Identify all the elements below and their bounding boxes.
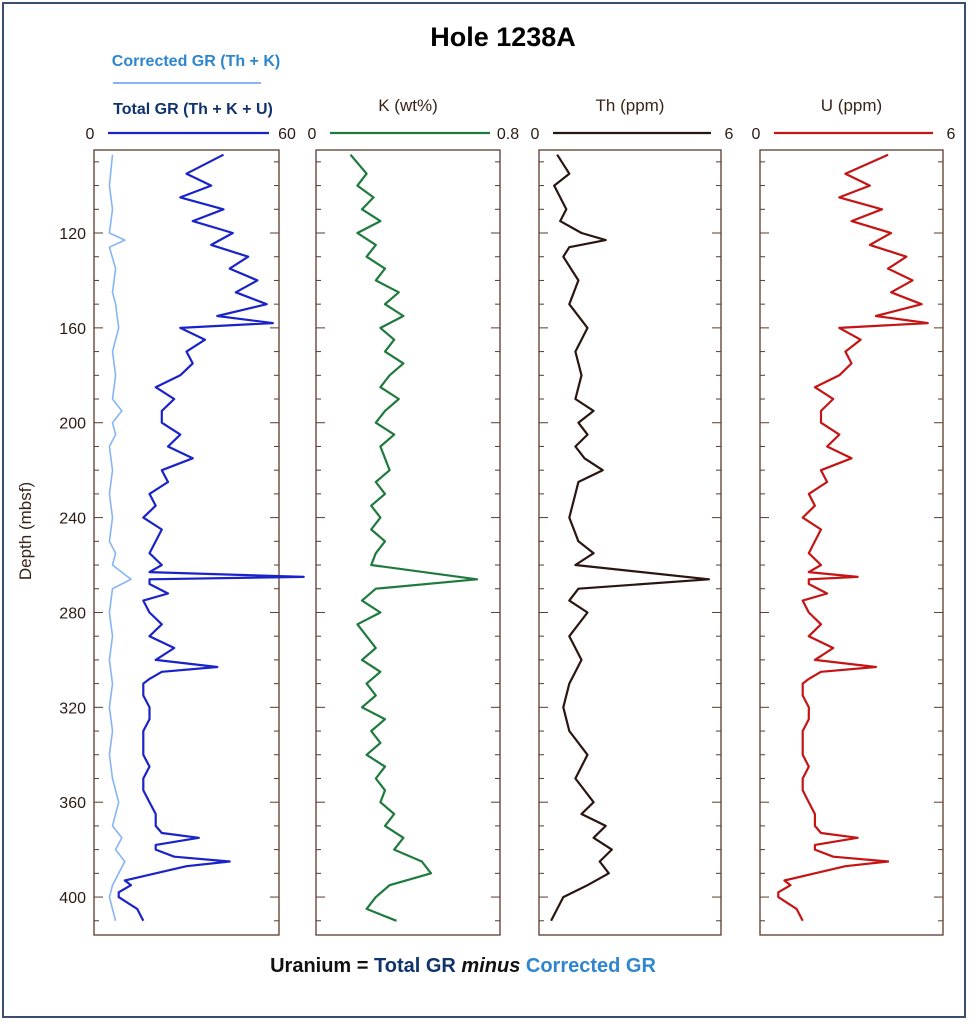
track-4: U (ppm) 0 6 [752,96,956,936]
scale-min-label: 0 [752,126,761,143]
scale-min-label: 0 [86,126,95,143]
y-tick-label: 400 [59,890,86,907]
scale-min-label: 0 [531,126,540,143]
footer-total-gr: Total GR [374,955,461,977]
track-frame [538,149,722,936]
y-tick-label: 200 [59,416,86,433]
series-line-total-gr-th-k-u [117,153,305,922]
scale-max-label: 6 [947,126,956,143]
series-line-corrected-gr-th-k [108,154,132,922]
series-line-th-ppm [550,154,711,922]
legend-total-gr: Total GR (Th + K + U) [113,101,273,118]
chart-title: Hole 1238A [430,22,576,52]
track-2: K (wt%) 0 0.8 [308,96,519,936]
footer-uranium: Uranium = [270,955,374,977]
y-tick-label: 160 [59,321,86,338]
legend-corrected-gr: Corrected GR (Th + K) [112,53,280,70]
footer-minus: minus [461,955,525,977]
y-tick-label: 360 [59,795,86,812]
y-axis-label: Depth (mbsf) [16,482,35,580]
series-line-u-ppm [777,153,929,922]
track-frame [93,149,280,936]
footer-equation: Uranium = Total GR minus Corrected GR [270,955,656,977]
footer-corrected-gr: Corrected GR [526,955,657,977]
track-1: 0 60 [86,126,305,936]
y-tick-label: 320 [59,700,86,717]
y-tick-label: 120 [59,226,86,243]
scale-max-label: 0.8 [497,126,519,143]
track-3: Th (ppm) 0 6 [531,96,734,936]
scale-min-label: 0 [308,126,317,143]
series-line-k-wt [349,153,479,922]
track-label: K (wt%) [378,96,438,115]
y-tick-labels: 120 160 200 240 280 320 360 400 [59,226,86,907]
track-frame [315,149,501,936]
scale-max-label: 60 [278,126,296,143]
y-tick-label: 240 [59,511,86,528]
y-tick-label: 280 [59,605,86,622]
tracks: 0 60 K (wt%) 0 0.8 Th (ppm) 0 6 U (ppm) 0 6 [86,96,956,936]
scale-max-label: 6 [725,126,734,143]
track-frame [759,149,944,936]
track-label: U (ppm) [821,96,882,115]
track-label: Th (ppm) [596,96,665,115]
